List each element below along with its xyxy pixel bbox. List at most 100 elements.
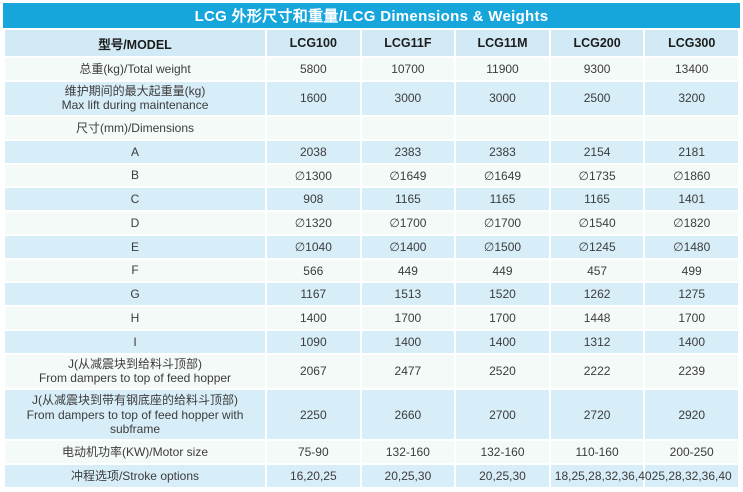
table-row: 维护期间的最大起重量(kg) Max lift during maintenanc…: [5, 81, 738, 116]
value-cell: 2222: [550, 354, 644, 389]
value-cell: 2520: [456, 354, 549, 389]
value-cell: 1600: [267, 81, 360, 116]
table-row: 尺寸(mm)/Dimensions: [5, 117, 738, 139]
value-cell: 75-90: [267, 441, 360, 464]
value-cell: 1165: [456, 188, 549, 211]
row-label-line: 冲程选项/Stroke options: [70, 468, 200, 483]
row-label: D: [5, 212, 265, 234]
row-label-line: A: [130, 144, 139, 159]
value-cell: 1700: [361, 307, 455, 329]
value-cell: 5800: [267, 58, 360, 80]
row-label: 冲程选项/Stroke options: [5, 465, 265, 487]
value-cell: ∅1400: [361, 235, 455, 258]
table-row: G 1167 1513 1520 1262 1275: [5, 283, 738, 306]
value-cell: 200-250: [645, 441, 738, 464]
value-cell: 2660: [361, 390, 455, 440]
value-cell: 1700: [456, 307, 549, 329]
value-cell: 1520: [456, 283, 549, 306]
value-cell: 13400: [645, 58, 738, 80]
value-cell: 3200: [645, 81, 738, 116]
value-cell: ∅1649: [456, 164, 549, 187]
header-row: 型号/MODEL LCG100 LCG11F LCG11M LCG200 LCG…: [5, 30, 738, 56]
table-row: H 1400 1700 1700 1448 1700: [5, 307, 738, 329]
table-row: J(从减震块到带有钢底座的给料斗顶部) From dampers to top o…: [5, 390, 738, 440]
row-label-line: J(从减震块到给料斗顶部): [68, 357, 202, 372]
value-cell: 1400: [267, 307, 360, 329]
row-label: J(从减震块到给料斗顶部) From dampers to top of feed…: [5, 354, 265, 389]
row-label: B: [5, 164, 265, 187]
table-row: C 908 1165 1165 1165 1401: [5, 188, 738, 211]
column-header-lcg200: LCG200: [550, 30, 644, 56]
spec-sheet: LCG 外形尺寸和重量/LCG Dimensions & Weights 型号/…: [3, 3, 740, 489]
table-row: J(从减震块到给料斗顶部) From dampers to top of feed…: [5, 354, 738, 389]
value-cell: 1700: [645, 307, 738, 329]
row-label: F: [5, 259, 265, 282]
row-label-line: From dampers to top of feed hopper with …: [26, 407, 244, 436]
row-label: C: [5, 188, 265, 211]
value-cell: ∅1820: [645, 212, 738, 234]
value-cell: 18,25,28,32,36,40: [550, 465, 652, 487]
value-cell: [645, 117, 738, 139]
table-row: A 2038 2383 2383 2154 2181: [5, 140, 738, 163]
row-label: 尺寸(mm)/Dimensions: [5, 117, 265, 139]
value-cell: ∅1245: [550, 235, 644, 258]
value-cell: 2920: [645, 390, 738, 440]
table-row: 总重(kg)/Total weight 5800 10700 11900 9300 134…: [5, 58, 738, 80]
value-cell: ∅1480: [645, 235, 738, 258]
value-cell: ∅1649: [361, 164, 455, 187]
value-cell: ∅1320: [267, 212, 360, 234]
value-cell: 2383: [361, 140, 455, 163]
value-cell: 1448: [550, 307, 644, 329]
value-cell: 1165: [361, 188, 455, 211]
value-cell: 3000: [361, 81, 455, 116]
column-header-lcg100: LCG100: [267, 30, 360, 56]
value-cell: 908: [267, 188, 360, 211]
value-cell: ∅1860: [645, 164, 738, 187]
row-label-line: Max lift during maintenance: [61, 98, 209, 113]
value-cell: 132-160: [456, 441, 549, 464]
row-label-line: 维护期间的最大起重量(kg): [64, 84, 206, 99]
value-cell: 1513: [361, 283, 455, 306]
table-row: F 566 449 449 457 499: [5, 259, 738, 282]
row-label: H: [5, 307, 265, 329]
value-cell: [361, 117, 455, 139]
table-row: 冲程选项/Stroke options 16,20,25 20,25,30 20,25…: [5, 465, 738, 487]
value-cell: ∅1040: [267, 235, 360, 258]
value-cell: 2500: [550, 81, 644, 116]
value-cell: 2250: [267, 390, 360, 440]
table-row: I 1090 1400 1400 1312 1400: [5, 330, 738, 353]
dimensions-weights-table: 型号/MODEL LCG100 LCG11F LCG11M LCG200 LCG…: [3, 28, 740, 489]
value-cell: ∅1300: [267, 164, 360, 187]
value-cell: 1090: [267, 330, 360, 353]
value-cell: 3000: [456, 81, 549, 116]
row-label: J(从减震块到带有钢底座的给料斗顶部) From dampers to top o…: [5, 390, 265, 440]
row-label: 维护期间的最大起重量(kg) Max lift during maintenanc…: [5, 81, 265, 116]
row-label: E: [5, 235, 265, 258]
row-label: I: [5, 330, 265, 353]
row-label-line: 总重(kg)/Total weight: [79, 61, 191, 76]
value-cell: 25,28,32,36,40: [645, 465, 738, 487]
row-label-line: H: [130, 310, 140, 325]
value-cell: 132-160: [361, 441, 455, 464]
value-cell: ∅1540: [550, 212, 644, 234]
value-cell: 10700: [361, 58, 455, 80]
value-cell: 1167: [267, 283, 360, 306]
value-cell: 499: [645, 259, 738, 282]
row-label: 总重(kg)/Total weight: [5, 58, 265, 80]
row-label-line: G: [130, 287, 140, 302]
value-cell: 457: [550, 259, 644, 282]
value-cell: 2154: [550, 140, 644, 163]
value-cell: [267, 117, 360, 139]
model-header-label: 型号/MODEL: [5, 30, 265, 56]
column-header-lcg11m: LCG11M: [456, 30, 549, 56]
column-header-lcg11f: LCG11F: [361, 30, 455, 56]
column-header-lcg300: LCG300: [645, 30, 738, 56]
value-cell: 2038: [267, 140, 360, 163]
value-cell: 1262: [550, 283, 644, 306]
row-label-line: From dampers to top of feed hopper: [38, 371, 232, 386]
value-cell: 1275: [645, 283, 738, 306]
value-cell: 16,20,25: [267, 465, 360, 487]
row-label-line: 电动机功率(KW)/Motor size: [61, 445, 208, 460]
value-cell: 1400: [456, 330, 549, 353]
value-cell: 1165: [550, 188, 644, 211]
